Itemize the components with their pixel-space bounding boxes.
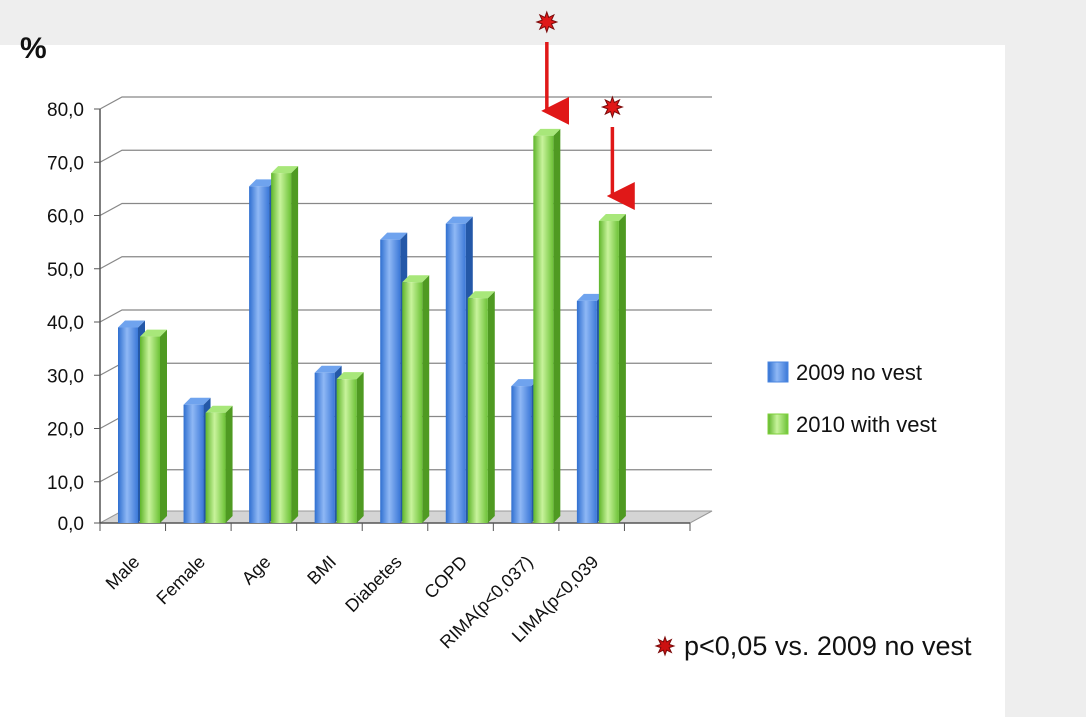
y-tick-label: 30,0 (47, 366, 84, 387)
y-axis-unit-label: % (20, 32, 47, 65)
x-tick-labels: Male Female Age BMI Diabetes COPDRIMA(p<0,037… (102, 552, 603, 653)
bar-top (205, 405, 233, 413)
chart-panel (0, 45, 1005, 717)
gridline (99, 202, 712, 217)
bar-face (249, 186, 270, 523)
bar-side (160, 329, 167, 523)
bar-top (511, 379, 539, 387)
bar-face (314, 372, 335, 523)
bar-side (356, 372, 364, 523)
bar-top (576, 293, 604, 301)
bar-top (140, 329, 167, 337)
bar-top (598, 214, 626, 222)
bar-side (422, 275, 430, 523)
bar-face (445, 223, 466, 524)
bar-2010-with-vest-4 (402, 275, 430, 523)
legend-swatch (767, 361, 789, 383)
y-tick-label: 70,0 (47, 153, 84, 174)
legend: 2009 no vest 2010 with vest (767, 360, 937, 437)
bar-face (533, 135, 554, 523)
bar-top (402, 275, 430, 283)
bar-top (271, 166, 299, 174)
bar-side (291, 166, 299, 523)
y-tick-label: 80,0 (47, 100, 84, 121)
bar-face (598, 221, 619, 523)
bar-side (225, 405, 233, 523)
bar-side (487, 291, 495, 523)
y-tick-label: 40,0 (47, 313, 84, 334)
significance-markers (535, 10, 635, 211)
gridline (99, 309, 712, 323)
bars (118, 128, 626, 524)
bar-top (533, 128, 561, 136)
y-tick-label: 50,0 (47, 260, 84, 281)
x-tick-label: Female (152, 552, 209, 609)
y-tick-label: 10,0 (47, 473, 84, 494)
bar-top (183, 397, 211, 405)
bar-top (314, 365, 342, 373)
significance-footnote: p<0,05 vs. 2009 no vest (654, 631, 972, 661)
x-tick-label: COPD (420, 552, 471, 603)
x-tick-label: BMI (303, 552, 340, 589)
x-tick-label: Male (102, 552, 144, 594)
bar-face (118, 327, 138, 523)
bar-2010-with-vest-6 (533, 128, 561, 523)
bar-2010-with-vest-0 (140, 329, 167, 523)
y-tick-label: 0,0 (58, 514, 84, 535)
y-tick-labels: 0,0 10,0 20,0 30,0 40,0 50,0 60,0 70,0 80,0 (47, 100, 84, 535)
bar-top (249, 179, 277, 187)
gridline (99, 96, 712, 110)
bar-face (271, 173, 292, 523)
bar-top (336, 372, 364, 380)
y-tick-label: 20,0 (47, 420, 84, 441)
bar-face (576, 300, 597, 523)
legend-label: 2009 no vest (796, 360, 922, 385)
gridline (99, 149, 712, 163)
bar-2010-with-vest-3 (336, 372, 364, 523)
bar-face (183, 404, 204, 523)
bar-top (445, 216, 473, 224)
significance-star-icon (600, 95, 624, 119)
bar-2010-with-vest-7 (598, 214, 626, 523)
x-tick-label: Age (238, 552, 275, 589)
bar-2010-with-vest-2 (271, 166, 299, 523)
gridline (99, 256, 712, 270)
footnote-star-icon (654, 635, 676, 657)
bar-top (380, 232, 408, 240)
bar-face (205, 412, 226, 523)
x-tick-label: Diabetes (341, 552, 405, 616)
bar-face (380, 239, 401, 523)
y-tick-label: 60,0 (47, 207, 84, 228)
bar-2010-with-vest-5 (467, 291, 495, 523)
footnote-text: p<0,05 vs. 2009 no vest (684, 631, 972, 661)
bar-face (402, 282, 423, 523)
bar-2010-with-vest-1 (205, 405, 233, 523)
bar-side (553, 128, 561, 523)
bar-face (140, 336, 160, 523)
significance-star-icon (535, 10, 559, 34)
bar-face (336, 379, 357, 523)
legend-label: 2010 with vest (796, 412, 937, 437)
bar-top (118, 320, 145, 328)
bar-face (467, 298, 488, 523)
bar-top (467, 291, 495, 299)
legend-swatch (767, 413, 789, 435)
bar-face (511, 386, 532, 523)
bar-side (618, 214, 626, 523)
